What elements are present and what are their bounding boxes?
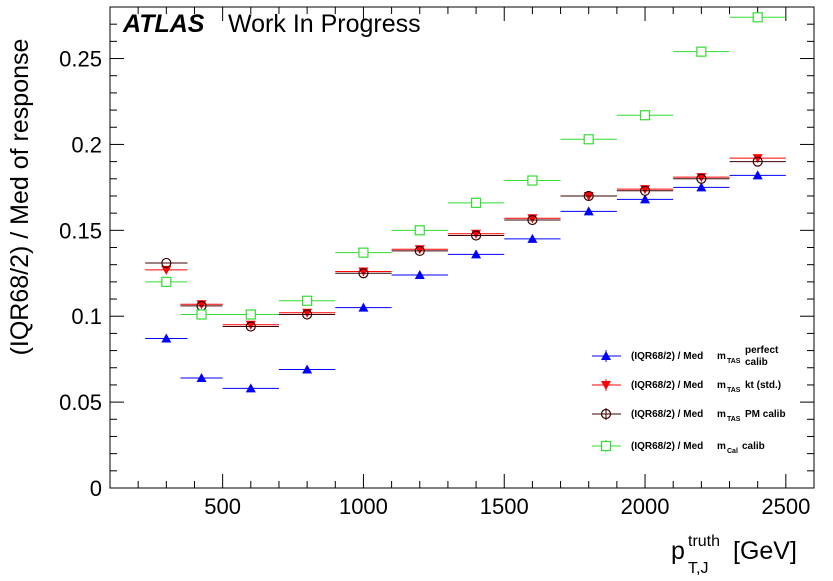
legend-label: (IQR68/2) / Med xyxy=(631,409,703,420)
square-marker xyxy=(302,295,313,306)
x-tick-label: 1500 xyxy=(480,494,529,519)
circle-marker xyxy=(302,309,313,320)
square-marker xyxy=(696,46,707,57)
circle-marker xyxy=(470,230,482,241)
triangle-up-marker xyxy=(601,351,611,360)
legend-subscript: TAS xyxy=(727,387,741,394)
series-pm xyxy=(145,156,786,332)
y-tick-label: 0.2 xyxy=(71,132,102,157)
triangle-down-marker xyxy=(161,265,172,275)
y-tick-label: 0.25 xyxy=(59,47,102,72)
data-points xyxy=(145,12,786,393)
x-axis-title-unit: [GeV] xyxy=(733,537,797,565)
legend-entry-pm: (IQR68/2) / Med m TAS PM calib xyxy=(592,408,786,423)
circle-marker xyxy=(583,190,594,202)
square-marker xyxy=(600,440,612,452)
triangle-up-marker xyxy=(527,233,538,243)
square-marker xyxy=(527,175,538,186)
legend: (IQR68/2) / Med m TASperfectcalib(IQR68/2)… xyxy=(592,345,786,455)
square-marker xyxy=(161,276,172,287)
triangle-up-marker xyxy=(358,302,369,312)
circle-marker xyxy=(696,173,707,184)
triangle-up-marker xyxy=(640,194,651,204)
x-axis-title: p truth T,J [GeV] xyxy=(671,533,797,577)
axis-ticks xyxy=(109,6,815,489)
triangle-up-marker xyxy=(696,182,707,192)
work-in-progress-label: Work In Progress xyxy=(228,10,421,38)
x-tick-label: 2500 xyxy=(761,494,810,519)
legend-m: m xyxy=(717,351,726,362)
circle-marker xyxy=(161,257,172,269)
y-tick-label: 0.05 xyxy=(59,390,102,415)
series-cal xyxy=(145,12,786,320)
legend-label: (IQR68/2) / Med xyxy=(631,380,703,391)
x-tick-label: 2000 xyxy=(621,494,670,519)
circle-marker xyxy=(600,408,612,420)
x-tick-label: 1000 xyxy=(339,494,388,519)
triangle-up-marker xyxy=(583,206,594,216)
square-marker xyxy=(752,12,763,23)
y-tick-label: 0.15 xyxy=(59,218,102,243)
x-axis-title-sup: truth xyxy=(688,533,720,550)
legend-m: m xyxy=(717,380,726,391)
square-marker xyxy=(196,309,207,320)
legend-suffix: kt (std.) xyxy=(745,380,781,391)
triangle-up-marker xyxy=(471,249,482,259)
triangle-up-marker xyxy=(752,170,763,180)
square-marker xyxy=(358,247,369,258)
square-marker xyxy=(470,197,482,208)
legend-m: m xyxy=(717,409,726,420)
square-marker xyxy=(245,309,256,320)
legend-label: (IQR68/2) / Med xyxy=(631,351,703,362)
circle-marker xyxy=(245,321,256,332)
y-tick-label: 0.1 xyxy=(71,304,102,329)
y-axis-title: (IQR68/2) / Med of response xyxy=(6,39,34,356)
plot-frame xyxy=(109,6,815,489)
square-marker xyxy=(583,134,594,145)
circle-marker xyxy=(752,156,763,167)
triangle-up-marker xyxy=(414,269,425,279)
legend-subscript: TAS xyxy=(727,358,741,365)
circle-marker xyxy=(414,245,425,257)
series-perfect xyxy=(145,170,786,393)
legend-subscript: Cal xyxy=(727,448,738,455)
legend-suffix: calib xyxy=(742,441,765,452)
legend-superscript: perfect xyxy=(745,345,779,356)
y-tick-label: 0 xyxy=(90,476,102,501)
square-marker xyxy=(639,110,651,121)
legend-subscript: TAS xyxy=(727,416,741,423)
legend-entry-kt: (IQR68/2) / Med m TAS kt (std.) xyxy=(592,379,781,394)
circle-marker xyxy=(358,268,369,279)
legend-entry-cal: (IQR68/2) / Med m Cal calib xyxy=(592,440,765,455)
circle-marker xyxy=(639,185,651,196)
triangle-up-marker xyxy=(161,333,172,343)
legend-subscript-2: calib xyxy=(745,357,768,368)
triangle-up-marker xyxy=(245,383,256,393)
x-axis-title-main: p xyxy=(671,537,685,565)
triangle-down-marker xyxy=(601,381,611,390)
triangle-up-marker xyxy=(302,364,313,374)
circle-marker xyxy=(527,214,538,226)
tick-labels: 500 1000 1500 2000 2500 0 0.05 0.1 0.15 0.2 0.25 xyxy=(59,47,810,519)
legend-suffix: PM calib xyxy=(745,409,786,420)
triangle-up-marker xyxy=(196,373,207,383)
atlas-label: ATLAS xyxy=(122,10,205,38)
series-kt xyxy=(145,154,786,330)
x-axis-title-sub: T,J xyxy=(688,560,708,577)
legend-m: m xyxy=(717,441,726,452)
square-marker xyxy=(414,225,425,236)
legend-label: (IQR68/2) / Med xyxy=(631,441,703,452)
triangle-down-marker xyxy=(752,154,763,164)
x-tick-label: 500 xyxy=(204,494,241,519)
